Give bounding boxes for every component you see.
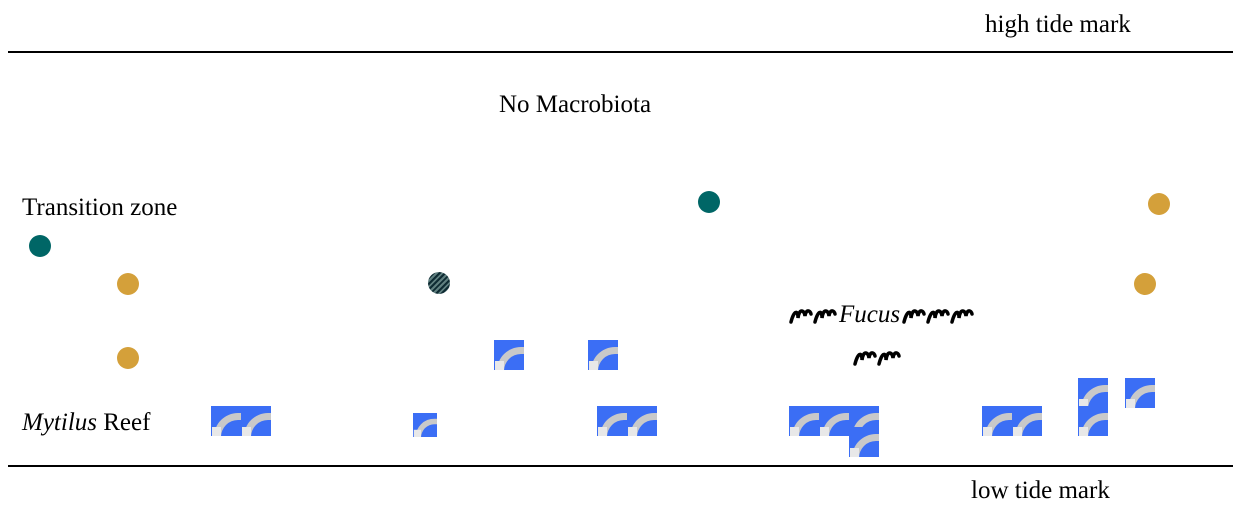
mussel-icon (241, 406, 271, 436)
high-tide-line (8, 51, 1233, 53)
seaweed-icon (877, 351, 901, 366)
transition-zone-label: Transition zone (22, 194, 178, 221)
high-tide-label: high tide mark (985, 11, 1131, 38)
mytilus-genus: Mytilus (22, 409, 97, 436)
seaweed-icon (813, 309, 837, 324)
mussel-icon (1078, 406, 1108, 436)
fucus-cluster (853, 346, 901, 368)
mytilus-reef-label: Mytilus Reef (22, 408, 150, 438)
mussel-icon (211, 406, 241, 436)
striped-dot-icon (428, 272, 450, 294)
seaweed-icon (902, 309, 926, 324)
gold-dot-icon (117, 273, 139, 295)
fucus-label: Fucus (839, 301, 901, 328)
mussel-icon (588, 340, 618, 370)
seaweed-icon (853, 351, 877, 366)
mussel-icon (494, 340, 524, 370)
fucus-row: Fucus (789, 300, 974, 330)
mussel-icon (627, 406, 657, 436)
mussel-icon (1125, 378, 1155, 408)
mussel-icon (1012, 406, 1042, 436)
mussel-icon (1078, 378, 1108, 408)
seaweed-icon (789, 309, 813, 324)
teal-dot-icon (29, 235, 51, 257)
no-macrobiota-label: No Macrobiota (499, 91, 652, 118)
mussel-icon (982, 406, 1012, 436)
gold-dot-icon (1134, 273, 1156, 295)
seaweed-icon (950, 309, 974, 324)
mussel-icon (849, 427, 879, 457)
gold-dot-icon (117, 347, 139, 369)
reef-suffix: Reef (97, 409, 151, 436)
gold-dot-icon (1148, 193, 1170, 215)
low-tide-label: low tide mark (971, 477, 1110, 504)
low-tide-line (8, 465, 1233, 467)
mussel-icon (413, 413, 437, 437)
seaweed-icon (926, 309, 950, 324)
mussel-icon (819, 406, 849, 436)
mussel-icon (597, 406, 627, 436)
teal-dot-icon (698, 191, 720, 213)
mussel-icon (789, 406, 819, 436)
